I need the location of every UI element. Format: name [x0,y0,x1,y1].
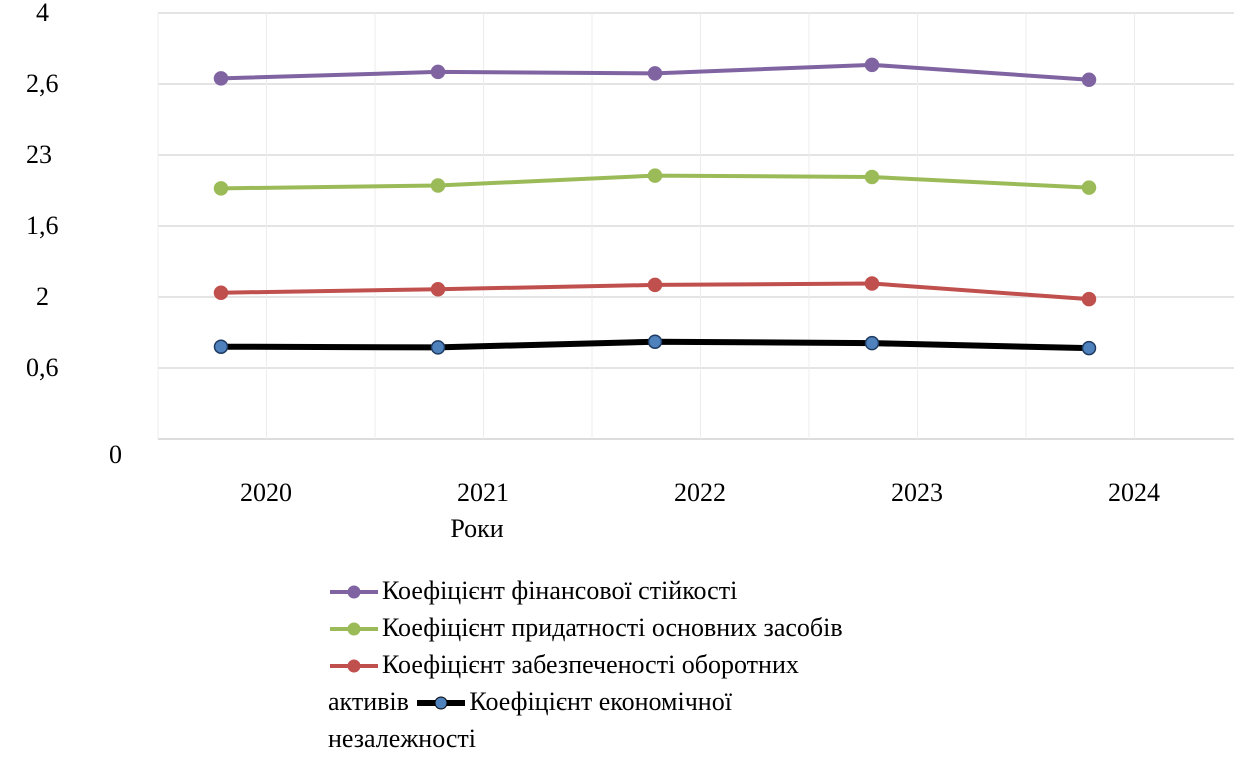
data-point [864,57,880,73]
data-point [647,66,663,81]
legend-entry-fixed-assets-fitness: Коефіцієнт придатності основних засобів [328,613,843,642]
legend-swatch-icon [328,610,380,636]
y-tick-label: 1,6 [26,211,59,240]
y-tick-label: 0,6 [26,353,59,382]
data-point [647,168,663,183]
x-tick-label: 2024 [1108,478,1160,507]
legend-label: Коефіцієнт забезпеченості оборотних акти… [328,650,799,716]
data-point [213,285,229,300]
data-point [1081,180,1097,195]
data-point [864,276,880,291]
legend-entry-current-assets-provision: Коефіцієнт забезпеченості оборотних акти… [328,650,799,716]
legend: Коефіцієнт фінансової стійкості Коефіціє… [328,572,868,757]
x-tick-label: 2020 [240,478,292,507]
data-point [1081,340,1097,356]
y-tick-label: 0 [109,440,122,469]
y-tick-label: 2 [36,282,49,311]
legend-label: Коефіцієнт придатності основних засобів [382,613,843,642]
data-point [213,71,229,86]
x-tick-label: 2021 [457,478,509,507]
legend-swatch-icon [328,647,380,673]
data-point [1081,72,1097,87]
legend-entry-economic-independence: Коефіцієнт економічної незалежності [328,687,732,753]
x-axis-label: Роки [450,514,504,543]
data-point [647,334,663,349]
y-tick-label: 4 [36,0,49,27]
data-point [213,339,229,354]
data-point [430,340,446,355]
legend-swatch-icon [328,573,380,599]
x-tick-label: 2023 [891,478,943,507]
line-chart [157,12,1234,440]
y-tick-label: 2,6 [26,69,59,98]
data-point [430,178,446,193]
data-point [430,64,446,80]
data-point [430,281,446,297]
data-point [647,277,663,293]
legend-entry-financial-stability: Коефіцієнт фінансової стійкості [328,576,737,605]
data-point [1081,291,1097,307]
y-tick-label: 23 [26,140,52,169]
legend-swatch-icon [415,684,467,710]
legend-label: Коефіцієнт економічної незалежності [328,687,732,753]
data-point [864,335,880,351]
data-point [213,181,229,196]
legend-label: Коефіцієнт фінансової стійкості [382,576,738,605]
data-point [864,169,880,185]
x-tick-label: 2022 [674,478,726,507]
